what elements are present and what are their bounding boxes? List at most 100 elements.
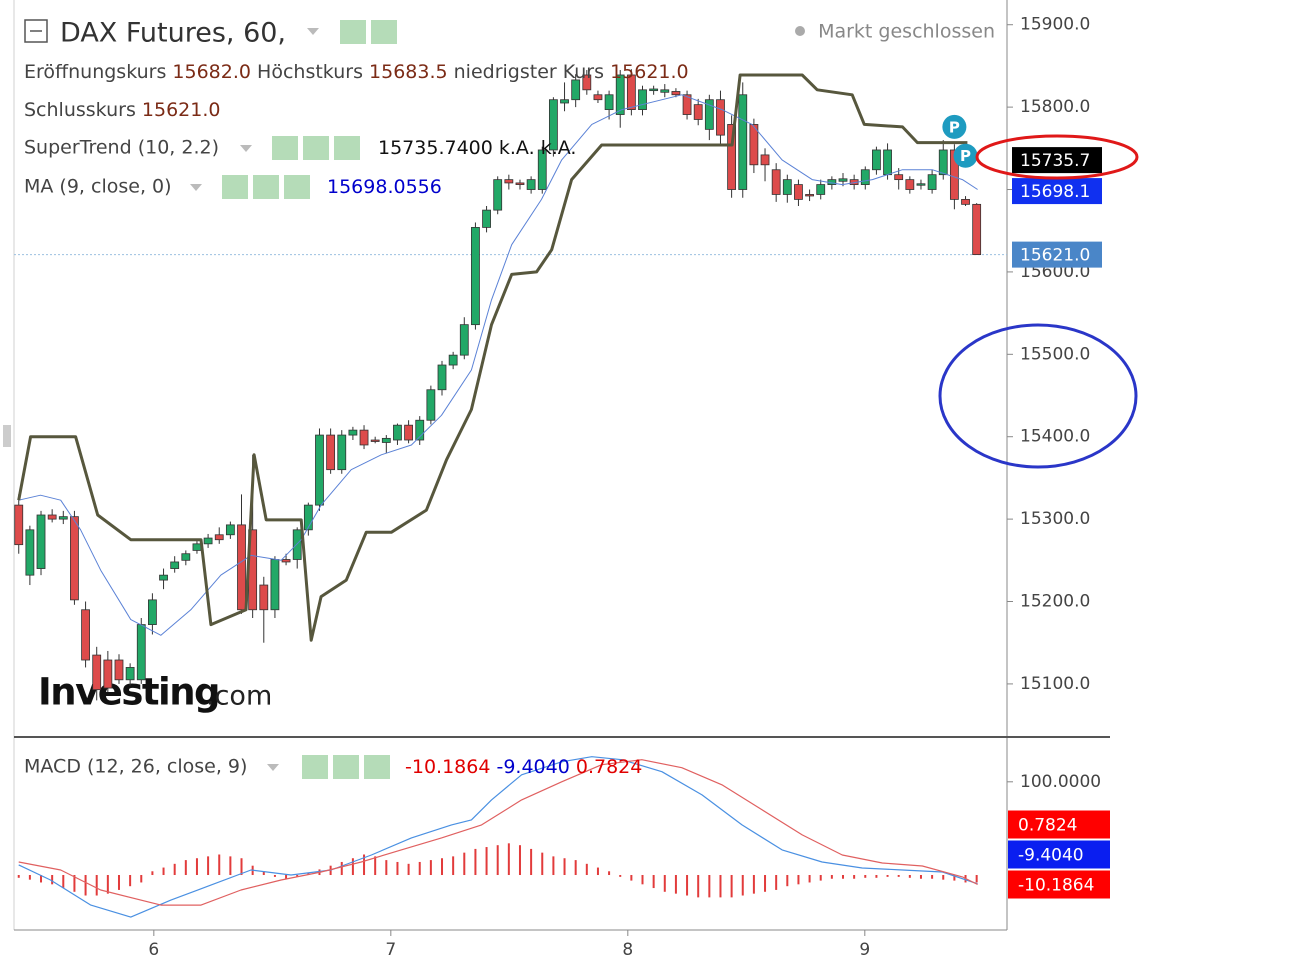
readout-value: -10.1864 [405, 756, 490, 778]
histogram-bar [474, 848, 477, 876]
histogram-bar [652, 875, 655, 889]
x-tick-label: 6 [148, 940, 159, 960]
candle-body [526, 179, 536, 190]
x-tick-label: 9 [859, 940, 870, 960]
collapse-button[interactable] [24, 19, 48, 43]
settings-icon[interactable] [303, 136, 329, 160]
plot-layer: 15100.015200.015300.015400.015500.015600… [14, 15, 1110, 960]
candle-body [794, 184, 803, 200]
candle-body [560, 99, 569, 104]
candle-body [593, 94, 603, 101]
candle-body [615, 74, 625, 115]
candle-body [515, 182, 525, 185]
value-label-box [1008, 810, 1110, 839]
histogram-bar [719, 875, 722, 898]
candle-body [782, 179, 792, 195]
histogram-bar [195, 858, 198, 876]
candle-body [125, 667, 135, 681]
legend-name: Eröffnungskurs [24, 61, 166, 83]
value-label: -10.1864 [1018, 876, 1094, 896]
visibility-icon[interactable] [340, 20, 366, 44]
legend-value: 15621.0 [610, 61, 689, 83]
candle-body [326, 434, 336, 471]
candle-body [860, 169, 870, 185]
histogram-bar [897, 875, 900, 877]
histogram-bar [908, 875, 911, 878]
histogram-bar [151, 871, 154, 876]
legend-header: DAX Futures, 60, Markt geschlossen Eröff… [24, 18, 995, 779]
settings-icon[interactable] [333, 755, 359, 779]
histogram-bar [229, 856, 232, 876]
candle-body [214, 534, 224, 541]
readout-value: -9.4040 [496, 756, 569, 778]
dropdown-arrow[interactable] [307, 28, 319, 35]
value-label: -9.4040 [1018, 846, 1084, 866]
candle-body [649, 88, 659, 92]
candle-body [548, 99, 558, 151]
candle-body [704, 99, 714, 130]
histogram-bar [240, 858, 243, 876]
histogram-bar [374, 856, 377, 876]
histogram-bar [429, 860, 432, 876]
y-tick-label: 15100.0 [1020, 674, 1090, 694]
settings-icon[interactable] [371, 20, 397, 44]
candle-body [103, 659, 113, 689]
pivot-marker [942, 114, 967, 139]
candle-body [25, 529, 35, 576]
candle-body [437, 364, 447, 391]
histogram-bar [95, 875, 98, 896]
visibility-icon[interactable] [302, 755, 328, 779]
candle-body [348, 429, 358, 436]
y-tick-label: 15500.0 [1020, 344, 1090, 364]
side-handle[interactable] [3, 425, 11, 447]
indicator-line [18, 759, 978, 906]
candle-body [738, 94, 748, 190]
histogram-bar [441, 858, 444, 876]
histogram-bar [808, 875, 811, 883]
histogram-bar [552, 856, 555, 876]
candle-body [415, 419, 425, 441]
histogram-bar [84, 875, 87, 896]
histogram-bar [775, 875, 778, 890]
annotations [938, 134, 1139, 469]
histogram-bar [262, 871, 265, 876]
pivot-marker-label: P [949, 118, 960, 136]
settings-icon[interactable] [253, 175, 279, 199]
histogram-bar [975, 875, 978, 883]
histogram-bar [819, 875, 822, 881]
remove-icon[interactable] [334, 136, 360, 160]
candle-body [716, 99, 725, 136]
remove-icon[interactable] [364, 755, 390, 779]
histogram-bar [563, 858, 566, 876]
histogram-bar [218, 854, 221, 876]
histogram-bar [340, 861, 343, 876]
visibility-icon[interactable] [272, 136, 298, 160]
readout-value: k.A. [541, 137, 577, 159]
candle-body [805, 194, 814, 197]
candle-body [47, 514, 57, 520]
candle-body [426, 389, 436, 421]
readout-value: 0.7824 [576, 756, 642, 778]
status-dot [795, 26, 805, 36]
ohlc-legend: Eröffnungskurs 15682.0 Höchstkurs 15683.… [24, 61, 689, 83]
watermark: Investing .com [38, 671, 272, 714]
candle-body [14, 504, 24, 546]
candle-body [58, 516, 68, 520]
candle-body [225, 524, 235, 536]
price-label: 15698.1 [1020, 182, 1090, 202]
dropdown-arrow[interactable] [190, 184, 202, 191]
candle-body [393, 424, 402, 441]
candle-body [626, 74, 636, 110]
histogram-bar [463, 852, 466, 876]
dropdown-arrow[interactable] [240, 145, 252, 152]
x-tick-label: 7 [385, 940, 396, 960]
candle-body [159, 574, 168, 581]
visibility-icon[interactable] [222, 175, 248, 199]
watermark-suffix: .com [206, 681, 272, 712]
candle-body [638, 89, 647, 110]
histogram-bar [663, 875, 666, 892]
remove-icon[interactable] [284, 175, 310, 199]
candle-body [816, 184, 826, 195]
candle-body [482, 209, 491, 228]
dropdown-arrow[interactable] [267, 764, 279, 771]
